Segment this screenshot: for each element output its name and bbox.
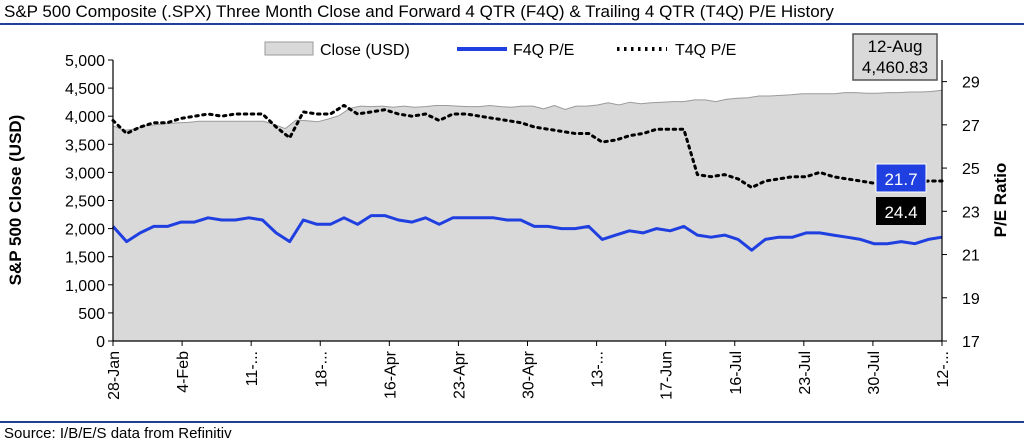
y2-axis-label: P/E Ratio: [991, 163, 1010, 238]
t4q-last-tag-box: [876, 197, 926, 225]
x-tick-label: 30-Jul: [866, 351, 883, 395]
pe-lines-layer: [111, 103, 944, 252]
y2-tick-label: 25: [962, 161, 980, 178]
t4q-last-tag: 24.4: [876, 197, 926, 225]
close-area: [113, 90, 942, 341]
x-tick-label: 17-Jun: [659, 351, 676, 400]
x-tick-label: 13-...: [590, 351, 607, 387]
y-tick-label: 3,000: [65, 165, 105, 182]
x-tick-label: 11-...: [244, 351, 261, 386]
x-tick-label: 12-...: [935, 351, 952, 387]
close-line: [112, 89, 943, 131]
y2-tick-label: 19: [962, 291, 980, 308]
f4q-line: [111, 214, 943, 252]
source-note: Source: I/B/E/S data from Refinitiv: [4, 425, 232, 442]
t4q-last-value: 24.4: [884, 203, 917, 222]
y2-tick-label: 21: [962, 248, 980, 265]
legend-close-swatch: [264, 41, 314, 56]
chart-title: S&P 500 Composite (.SPX) Three Month Clo…: [4, 2, 834, 21]
f4q-last-value: 21.7: [884, 170, 917, 189]
y-tick-label: 3,500: [65, 137, 105, 154]
legend: Close (USD) F4Q P/E T4Q P/E: [264, 41, 736, 59]
y2-tick-label: 23: [962, 204, 980, 221]
x-tick-label: 30-Apr: [521, 350, 538, 399]
y-tick-label: 1,500: [65, 250, 105, 267]
y2-tick-label: 29: [962, 75, 980, 92]
last-close-box: [852, 33, 938, 81]
y2-tick-label: 27: [962, 118, 980, 135]
y2-tick-label: 17: [962, 334, 980, 351]
f4q-last-tag: 21.7: [875, 163, 927, 193]
y-tick-label: 4,000: [65, 109, 105, 126]
footer-rule: [0, 421, 1024, 423]
x-tick-label: 23-Apr: [451, 350, 468, 399]
x-tick-label: 16-Apr: [382, 350, 399, 399]
x-tick-label: 18-...: [313, 351, 330, 387]
x-tick-label: 28-Jan: [106, 351, 123, 400]
y-tick-label: 500: [78, 306, 105, 323]
axes-layer: 0 500 1,000 1,500 2,000 2,500 3,000 3,500 4,000 4…: [65, 53, 980, 400]
legend-f4q-label: F4Q P/E: [513, 42, 574, 59]
legend-t4q-label: T4Q P/E: [675, 42, 736, 59]
title-rule: [0, 23, 1024, 25]
x-tick-label: 4-Feb: [175, 351, 192, 393]
t4q-line: [111, 103, 944, 189]
y-tick-label: 2,000: [65, 222, 105, 239]
last-close-value: 4,460.83: [862, 58, 928, 77]
f4q-last-tag-box: [875, 163, 927, 193]
x-tick-label: 16-Jul: [728, 351, 745, 395]
y-tick-label: 4,500: [65, 81, 105, 98]
close-area-layer: [112, 89, 943, 341]
y-tick-label: 1,000: [65, 278, 105, 295]
y-tick-label: 0: [96, 334, 105, 351]
y-tick-label: 5,000: [65, 53, 105, 70]
last-close-callout: 12-Aug 4,460.83: [852, 33, 938, 81]
y-axis-label: S&P 500 Close (USD): [6, 115, 25, 286]
last-close-date: 12-Aug: [868, 37, 923, 56]
y-tick-label: 2,500: [65, 194, 105, 211]
legend-close-label: Close (USD): [320, 42, 410, 59]
x-tick-label: 23-Jul: [797, 351, 814, 395]
